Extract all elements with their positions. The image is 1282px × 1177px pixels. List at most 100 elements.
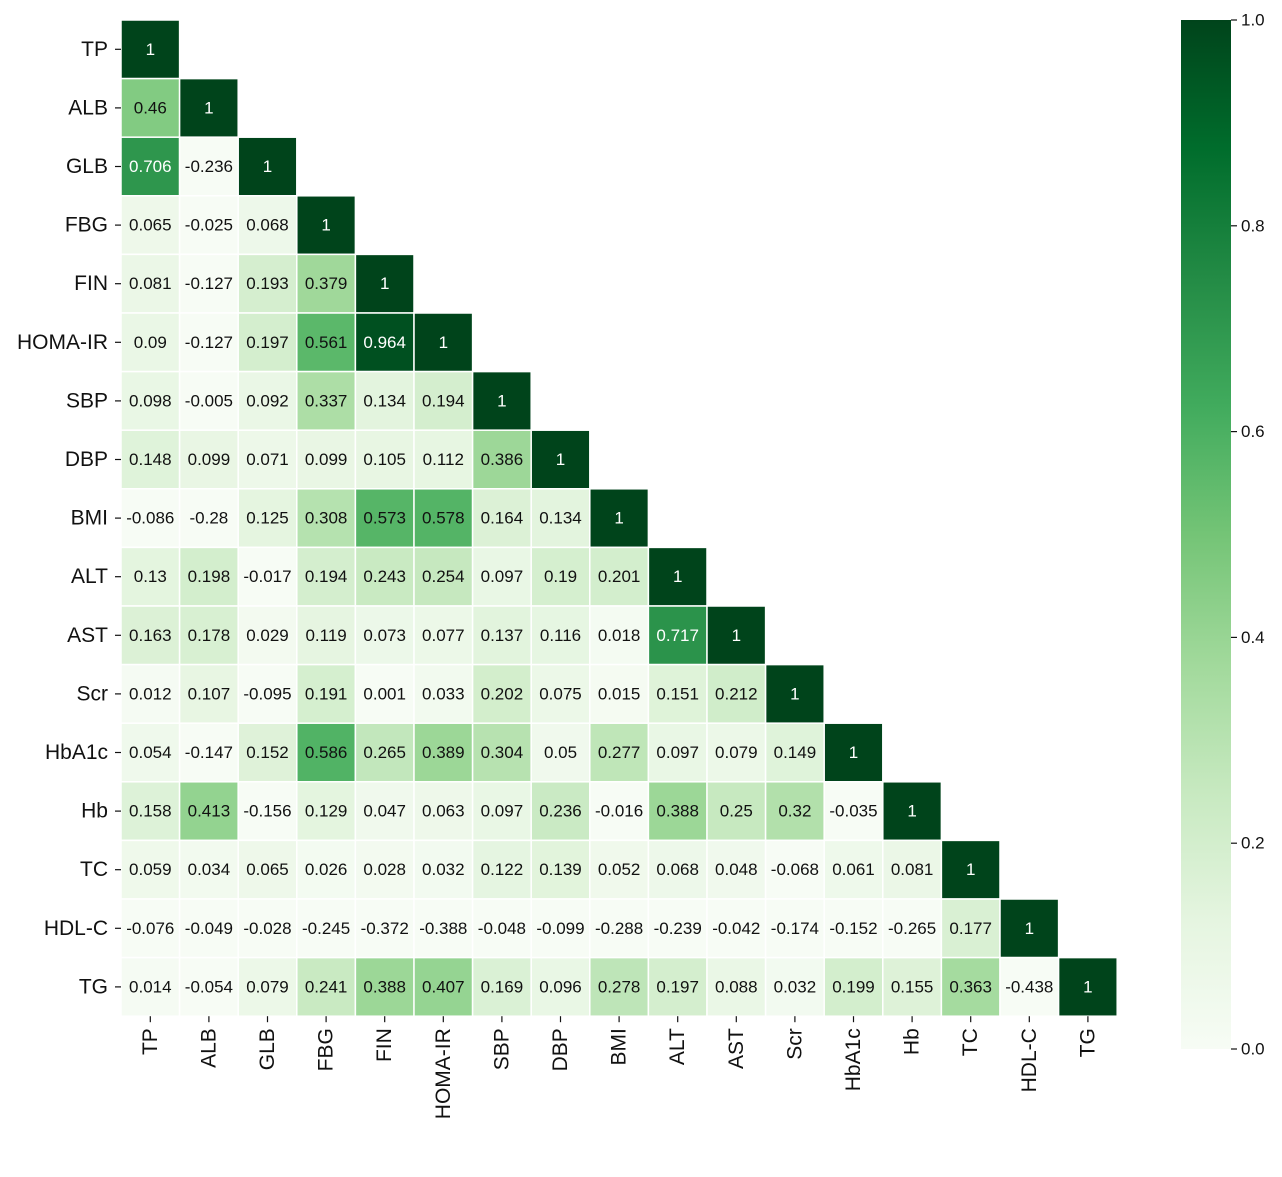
cell-value-label: -0.156 [243, 802, 291, 821]
colorbar-tick-label: 0.0 [1241, 1040, 1265, 1059]
row-label: HbA1c [45, 741, 108, 764]
heatmap-cell [237, 136, 298, 197]
heatmap-cell [706, 898, 767, 959]
cell-value-label: 0.413 [188, 802, 231, 821]
row-label: SBP [66, 389, 108, 412]
cell-value-label: 0.152 [246, 743, 289, 762]
cell-value-label: 0.065 [246, 860, 289, 879]
cell-value-label: 0.578 [422, 509, 465, 528]
cell-value-label: 1 [263, 157, 272, 176]
heatmap-cell [413, 898, 474, 959]
heatmap-cell [823, 722, 884, 783]
heatmap-cell [296, 312, 357, 373]
cell-value-label: 0.194 [305, 567, 348, 586]
cell-value-label: 0.379 [305, 274, 348, 293]
cell-value-label: 0.097 [481, 802, 524, 821]
cell-value-label: 0.706 [129, 157, 172, 176]
cell-value-label: 0.573 [363, 509, 406, 528]
cell-value-label: 0.158 [129, 802, 172, 821]
heatmap-cell [120, 898, 181, 959]
row-label: GLB [66, 155, 108, 178]
cell-value-label: -0.086 [126, 509, 174, 528]
heatmap-cell [120, 370, 181, 431]
cell-value-label: 1 [1025, 919, 1034, 938]
cell-value-label: 1 [146, 40, 155, 59]
cell-value-label: 0.561 [305, 333, 348, 352]
heatmap-cell [354, 781, 415, 842]
cell-value-label: 1 [380, 274, 389, 293]
row-label: ALT [71, 565, 108, 588]
heatmap-cell [589, 898, 650, 959]
heatmap-cell [296, 722, 357, 783]
cell-value-label: 0.034 [188, 860, 231, 879]
cell-value-label: 0.964 [363, 333, 406, 352]
heatmap-cell [823, 956, 884, 1017]
heatmap-cell [471, 722, 532, 783]
cell-value-label: 0.071 [246, 450, 289, 469]
cell-value-label: 0.169 [481, 977, 524, 996]
column-label: Hb [901, 1028, 924, 1055]
cell-value-label: 0.092 [246, 391, 289, 410]
cell-value-label: 0.149 [774, 743, 817, 762]
cell-value-label: 0.212 [715, 684, 758, 703]
heatmap-cell [882, 839, 943, 900]
cell-value-label: -0.372 [361, 919, 409, 938]
cell-value-label: -0.265 [888, 919, 936, 938]
cell-value-label: 0.028 [363, 860, 406, 879]
heatmap-cell [296, 605, 357, 666]
heatmap-cell [530, 546, 591, 607]
cell-value-label: -0.147 [185, 743, 233, 762]
heatmap-cell [413, 488, 474, 549]
heatmap-cell [647, 663, 708, 724]
heatmap-cell [471, 781, 532, 842]
heatmap-cell [178, 898, 239, 959]
cell-value-label: 1 [204, 98, 213, 117]
cell-value-label: 1 [907, 802, 916, 821]
row-label: HOMA-IR [17, 331, 108, 354]
cell-value-label: 1 [556, 450, 565, 469]
heatmap-cell [178, 546, 239, 607]
cell-value-label: 0.033 [422, 684, 465, 703]
heatmap-cell [178, 839, 239, 900]
cell-value-label: 0.243 [363, 567, 406, 586]
cell-value-label: 0.096 [539, 977, 582, 996]
heatmap-cell [354, 722, 415, 783]
cell-value-label: 1 [790, 684, 799, 703]
cell-value-label: -0.035 [829, 802, 877, 821]
cell-value-label: 0.125 [246, 509, 289, 528]
heatmap-cell [530, 898, 591, 959]
heatmap-cell [296, 898, 357, 959]
heatmap-cell [237, 663, 298, 724]
cell-value-label: 0.122 [481, 860, 524, 879]
cell-value-label: 0.018 [598, 626, 641, 645]
cell-value-label: 0.337 [305, 391, 348, 410]
cell-value-label: 0.388 [363, 977, 406, 996]
heatmap-cell [530, 429, 591, 490]
cell-value-label: 0.25 [720, 802, 753, 821]
cell-value-label: -0.127 [185, 274, 233, 293]
cell-value-label: 0.029 [246, 626, 289, 645]
cell-value-label: 0.201 [598, 567, 641, 586]
column-label: FIN [373, 1028, 396, 1062]
column-label: DBP [549, 1028, 572, 1071]
cell-value-label: -0.025 [185, 216, 233, 235]
cell-value-label: 0.151 [656, 684, 699, 703]
heatmap-cell [823, 839, 884, 900]
cell-value-label: 1 [849, 743, 858, 762]
cell-value-label: -0.016 [595, 802, 643, 821]
cell-value-label: 0.164 [481, 509, 524, 528]
heatmap-cell [237, 898, 298, 959]
cell-value-label: 0.026 [305, 860, 348, 879]
cell-value-label: -0.28 [190, 509, 229, 528]
cell-value-label: -0.288 [595, 919, 643, 938]
heatmap-cell [178, 253, 239, 314]
heatmap-cell [764, 898, 825, 959]
heatmap-cell [882, 781, 943, 842]
heatmap-cell [354, 546, 415, 607]
heatmap-cell [178, 312, 239, 373]
cell-value-label: 0.46 [134, 98, 167, 117]
cell-value-label: -0.005 [185, 391, 233, 410]
cell-value-label: -0.438 [1005, 977, 1053, 996]
heatmap-cell [413, 722, 474, 783]
column-label: TG [1076, 1028, 1099, 1057]
